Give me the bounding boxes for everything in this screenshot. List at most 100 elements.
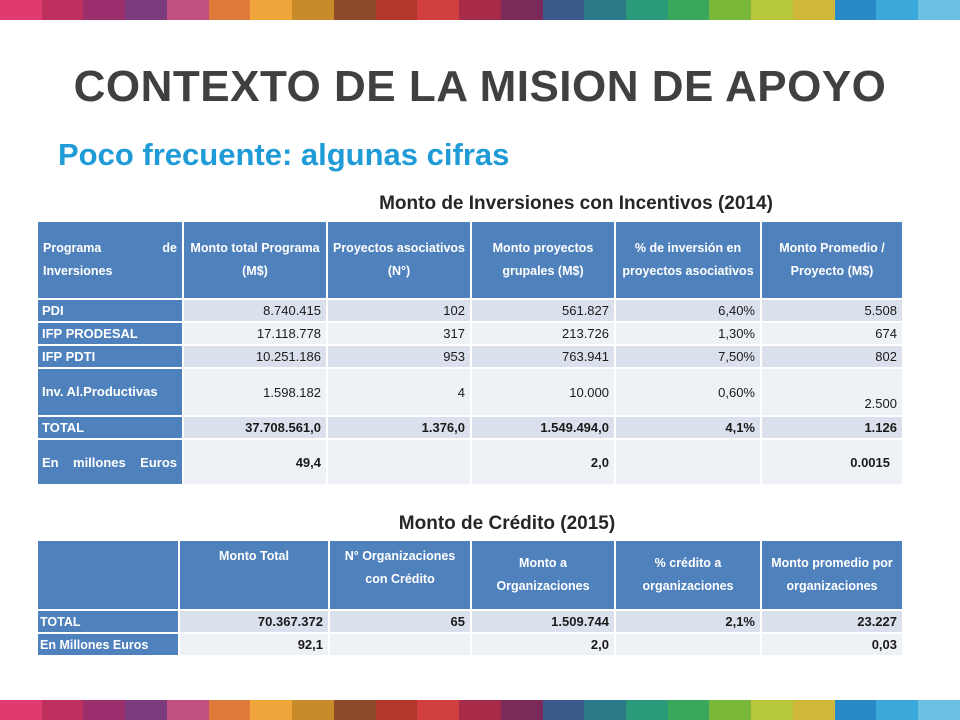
stripe-segment xyxy=(834,0,877,20)
table-cell: 10.251.186 xyxy=(184,346,328,369)
table-cell: 2,0 xyxy=(472,440,616,486)
stripe-segment xyxy=(751,0,793,20)
table-cell: 1.598.182 xyxy=(184,369,328,417)
table-cell: 2,0 xyxy=(472,634,616,657)
table-cell: 0.0015 xyxy=(762,440,904,486)
stripe-segment xyxy=(584,0,627,20)
header-monto-promedio: Monto Promedio / Proyecto (M$) xyxy=(762,222,904,300)
stripe-segment xyxy=(667,700,710,720)
stripe-segment xyxy=(459,0,501,20)
slide-subtitle: Poco frecuente: algunas cifras xyxy=(58,137,510,172)
stripe-segment xyxy=(417,700,460,720)
stripe-segment xyxy=(250,0,293,20)
header-num-organizaciones: N° Organizaciones con Crédito xyxy=(330,541,472,611)
table-cell: 65 xyxy=(330,611,472,634)
stripe-segment xyxy=(292,0,334,20)
table-cell: 5.508 xyxy=(762,300,904,323)
stripe-segment xyxy=(709,700,752,720)
table-cell: 0,03 xyxy=(762,634,904,657)
stripe-segment xyxy=(542,700,585,720)
stripe-segment xyxy=(83,700,126,720)
stripe-segment xyxy=(751,700,793,720)
table-cell xyxy=(328,440,472,486)
stripe-segment xyxy=(792,700,835,720)
header-blank xyxy=(38,541,180,611)
stripe-segment xyxy=(459,700,501,720)
row-label: Inv. Al.Productivas xyxy=(38,369,184,417)
header-pct-inversion: % de inversión en proyectos asociativos xyxy=(616,222,762,300)
row-label: IFP PRODESAL xyxy=(38,323,184,346)
table-cell: 7,50% xyxy=(616,346,762,369)
table-cell: 0,60% xyxy=(616,369,762,417)
header-monto-grupales: Monto proyectos grupales (M$) xyxy=(472,222,616,300)
table-cell: 2.500 xyxy=(762,369,904,417)
top-color-stripe xyxy=(0,0,960,20)
investment-table: Programa de Inversiones Monto total Prog… xyxy=(38,222,904,486)
table-cell: 70.367.372 xyxy=(180,611,330,634)
stripe-segment xyxy=(626,0,668,20)
stripe-segment xyxy=(166,0,209,20)
table-cell: 4 xyxy=(328,369,472,417)
table-cell: 2,1% xyxy=(616,611,762,634)
table-cell: 213.726 xyxy=(472,323,616,346)
table-cell: 953 xyxy=(328,346,472,369)
row-label: En millones Euros xyxy=(38,440,184,486)
row-label: En Millones Euros xyxy=(38,634,180,657)
stripe-segment xyxy=(41,700,84,720)
table-cell: 49,4 xyxy=(184,440,328,486)
stripe-segment xyxy=(709,0,752,20)
row-label: TOTAL xyxy=(38,611,180,634)
row-label: IFP PDTI xyxy=(38,346,184,369)
stripe-segment xyxy=(876,0,919,20)
table-cell: 4,1% xyxy=(616,417,762,440)
header-monto-total: Monto total Programa (M$) xyxy=(184,222,328,300)
table-cell: 37.708.561,0 xyxy=(184,417,328,440)
stripe-segment xyxy=(375,0,418,20)
header-programa: Programa de Inversiones xyxy=(38,222,184,300)
stripe-segment xyxy=(375,700,418,720)
table1-caption: Monto de Inversiones con Incentivos (201… xyxy=(379,193,773,214)
table-cell: 1.376,0 xyxy=(328,417,472,440)
row-label: PDI xyxy=(38,300,184,323)
stripe-segment xyxy=(41,0,84,20)
stripe-segment xyxy=(0,700,42,720)
table-cell: 317 xyxy=(328,323,472,346)
row-label: TOTAL xyxy=(38,417,184,440)
table-cell: 6,40% xyxy=(616,300,762,323)
header-pct-credito: % crédito a organizaciones xyxy=(616,541,762,611)
table-cell: 1.126 xyxy=(762,417,904,440)
stripe-segment xyxy=(250,700,293,720)
table-cell: 17.118.778 xyxy=(184,323,328,346)
stripe-segment xyxy=(876,700,919,720)
stripe-segment xyxy=(333,700,376,720)
stripe-segment xyxy=(500,700,543,720)
table2-caption: Monto de Crédito (2015) xyxy=(398,513,616,534)
stripe-segment xyxy=(208,0,251,20)
header-proyectos-asociativos: Proyectos asociativos (N°) xyxy=(328,222,472,300)
table-cell: 802 xyxy=(762,346,904,369)
table-cell: 1.509.744 xyxy=(472,611,616,634)
stripe-segment xyxy=(626,700,668,720)
table-cell xyxy=(616,440,762,486)
stripe-segment xyxy=(292,700,334,720)
stripe-segment xyxy=(542,0,585,20)
table-cell: 1,30% xyxy=(616,323,762,346)
table-cell: 561.827 xyxy=(472,300,616,323)
stripe-segment xyxy=(208,700,251,720)
table-cell: 92,1 xyxy=(180,634,330,657)
stripe-segment xyxy=(417,0,460,20)
credit-table: Monto Total N° Organizaciones con Crédit… xyxy=(38,541,904,657)
stripe-segment xyxy=(584,700,627,720)
table-cell: 102 xyxy=(328,300,472,323)
stripe-segment xyxy=(792,0,835,20)
header-monto-promedio: Monto promedio por organizaciones xyxy=(762,541,904,611)
stripe-segment xyxy=(0,0,42,20)
header-monto-total: Monto Total xyxy=(180,541,330,611)
stripe-segment xyxy=(125,700,167,720)
slide-title: CONTEXTO DE LA MISION DE APOYO xyxy=(73,62,887,111)
stripe-segment xyxy=(918,0,960,20)
stripe-segment xyxy=(918,700,960,720)
table-cell: 1.549.494,0 xyxy=(472,417,616,440)
table-cell: 8.740.415 xyxy=(184,300,328,323)
stripe-segment xyxy=(83,0,126,20)
